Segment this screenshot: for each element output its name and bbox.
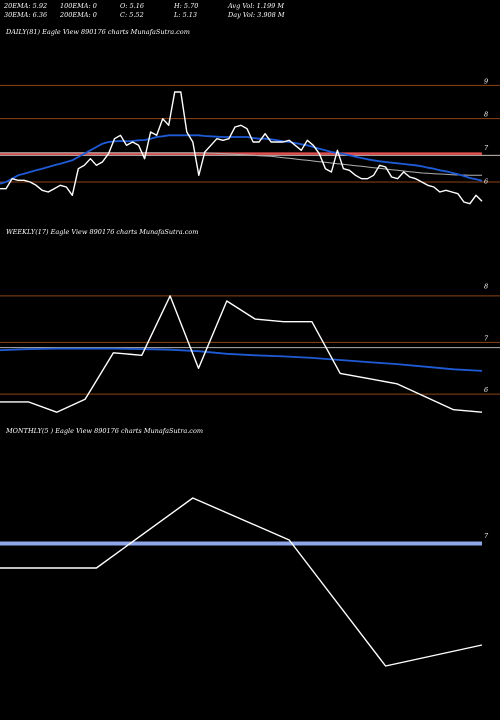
daily-panel-title: DAILY(81) Eagle View 890176 charts Munaf… bbox=[6, 28, 190, 36]
avg-vol-label: Avg Vol: 1.199 M bbox=[228, 2, 285, 10]
daily-ema20-line bbox=[0, 134, 483, 185]
close-label: C: 5.52 bbox=[120, 11, 144, 19]
monthly-y-tick-7: 7 bbox=[484, 532, 489, 540]
open-label: O: 5.16 bbox=[120, 2, 145, 10]
price-header: 20EMA: 5.92 100EMA: 0 O: 5.16 H: 5.70 Av… bbox=[0, 0, 500, 24]
ema200-label: 200EMA: 0 bbox=[60, 11, 97, 19]
daily-y-tick-9: 9 bbox=[484, 77, 488, 85]
weekly-y-tick-6: 6 bbox=[484, 386, 488, 394]
low-label: L: 5.13 bbox=[174, 11, 198, 19]
ema100-label: 100EMA: 0 bbox=[60, 2, 97, 10]
ema30-label: 30EMA: 6.36 bbox=[4, 11, 48, 19]
daily-y-tick-8: 8 bbox=[484, 111, 488, 119]
weekly-price-line bbox=[0, 295, 483, 413]
monthly-panel-title: MONTHLY(5 ) Eagle View 890176 charts Mun… bbox=[6, 427, 204, 435]
monthly-price-line bbox=[0, 497, 483, 667]
daily-price-line bbox=[0, 91, 483, 205]
daily-y-tick-6: 6 bbox=[484, 177, 488, 185]
weekly-ema-line bbox=[0, 347, 483, 372]
day-vol-label: Day Vol: 3.908 M bbox=[228, 11, 285, 19]
daily-ema30-line bbox=[0, 152, 482, 176]
weekly-panel-title: WEEKLY(17) Eagle View 890176 charts Muna… bbox=[6, 228, 199, 236]
ema20-label: 20EMA: 5.92 bbox=[4, 2, 48, 10]
daily-y-tick-7: 7 bbox=[484, 144, 489, 152]
weekly-y-tick-8: 8 bbox=[484, 283, 488, 291]
weekly-y-tick-7: 7 bbox=[484, 334, 489, 342]
high-label: H: 5.70 bbox=[174, 2, 199, 10]
